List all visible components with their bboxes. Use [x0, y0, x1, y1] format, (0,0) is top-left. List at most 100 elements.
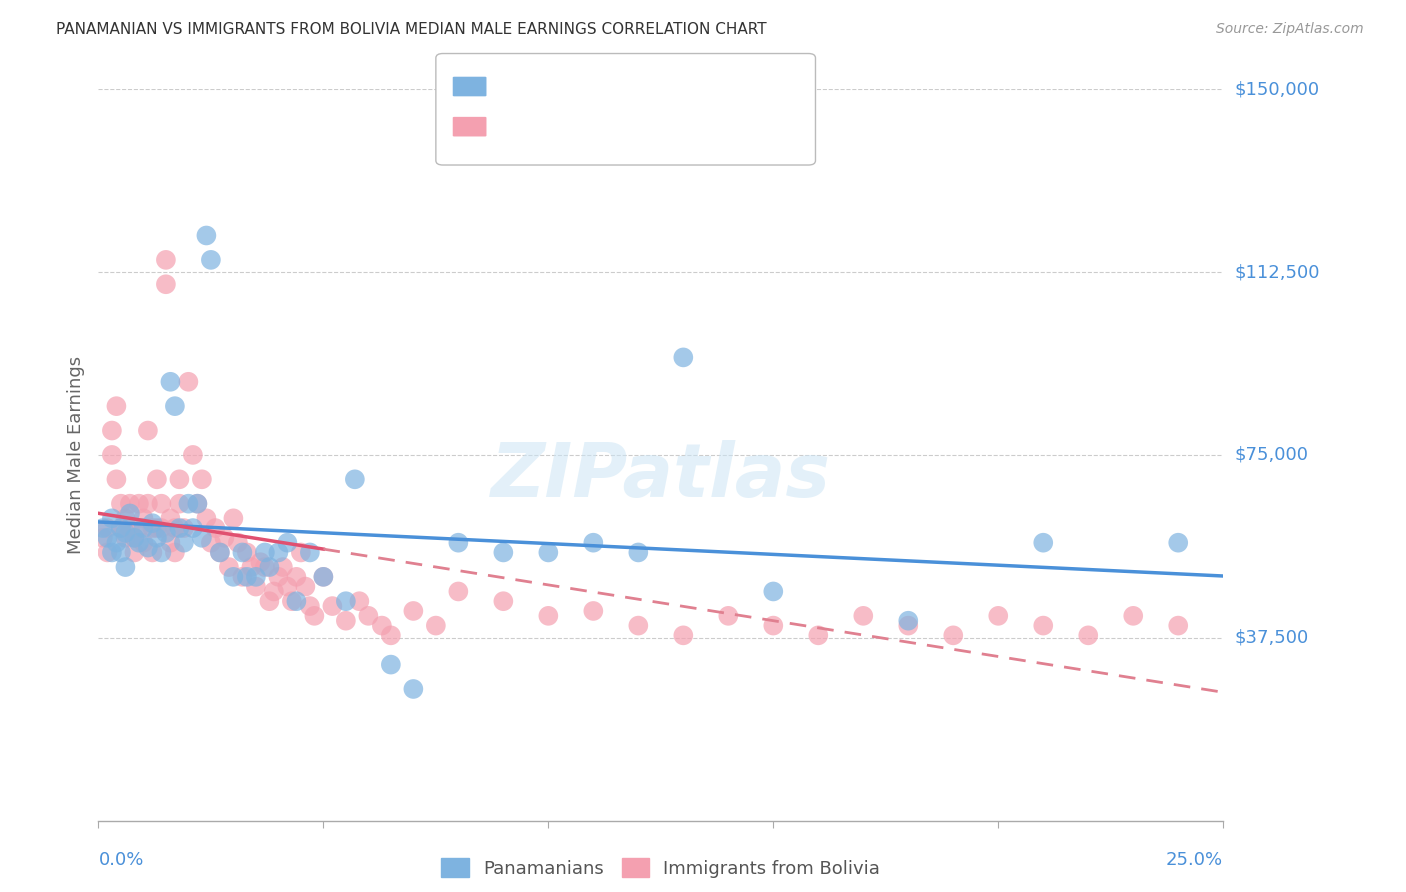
Point — [1122, 608, 1144, 623]
Point — [191, 531, 214, 545]
Point — [276, 580, 298, 594]
Point — [159, 511, 181, 525]
Point — [218, 560, 240, 574]
Point — [290, 545, 312, 559]
Point — [1077, 628, 1099, 642]
Point — [582, 604, 605, 618]
Point — [942, 628, 965, 642]
Text: N =: N = — [605, 116, 641, 134]
Point — [897, 614, 920, 628]
Point — [118, 507, 141, 521]
Point — [173, 535, 195, 549]
Point — [240, 560, 263, 574]
Point — [259, 560, 281, 574]
Text: R =: R = — [494, 76, 530, 94]
Point — [1167, 535, 1189, 549]
Point — [195, 228, 218, 243]
Point — [186, 497, 208, 511]
Point — [852, 608, 875, 623]
Point — [380, 628, 402, 642]
Text: 0.0%: 0.0% — [98, 851, 143, 869]
Text: R =: R = — [494, 116, 534, 134]
Text: N =: N = — [605, 76, 641, 94]
Point — [304, 608, 326, 623]
Point — [114, 560, 136, 574]
Point — [155, 252, 177, 267]
Point — [105, 399, 128, 413]
Text: $112,500: $112,500 — [1234, 263, 1320, 281]
Point — [321, 599, 343, 613]
Point — [128, 497, 150, 511]
Point — [101, 424, 124, 438]
Point — [163, 399, 186, 413]
Point — [1032, 535, 1054, 549]
Text: Source: ZipAtlas.com: Source: ZipAtlas.com — [1216, 22, 1364, 37]
Point — [672, 351, 695, 365]
Point — [294, 580, 316, 594]
Point — [181, 521, 204, 535]
Point — [124, 531, 146, 545]
Point — [298, 545, 321, 559]
Point — [200, 535, 222, 549]
Point — [132, 521, 155, 535]
Point — [214, 531, 236, 545]
Point — [96, 521, 118, 535]
Point — [253, 560, 276, 574]
Point — [447, 535, 470, 549]
Point — [807, 628, 830, 642]
Y-axis label: Median Male Earnings: Median Male Earnings — [66, 356, 84, 554]
Point — [101, 545, 124, 559]
Point — [267, 545, 290, 559]
Point — [208, 545, 231, 559]
Point — [155, 525, 177, 540]
Point — [298, 599, 321, 613]
Point — [132, 535, 155, 549]
Point — [312, 570, 335, 584]
Point — [150, 521, 173, 535]
Point — [118, 521, 141, 535]
Point — [114, 511, 136, 525]
Point — [155, 277, 177, 292]
Text: 0.041: 0.041 — [524, 116, 576, 134]
Point — [128, 535, 150, 549]
Point — [312, 570, 335, 584]
Point — [101, 511, 124, 525]
Point — [159, 535, 181, 549]
Point — [204, 521, 226, 535]
Point — [110, 521, 132, 535]
Point — [114, 531, 136, 545]
Point — [335, 594, 357, 608]
Point — [150, 497, 173, 511]
Point — [169, 521, 191, 535]
Point — [222, 511, 245, 525]
Point — [271, 560, 294, 574]
Point — [124, 545, 146, 559]
Point — [128, 521, 150, 535]
Point — [136, 424, 159, 438]
Point — [195, 511, 218, 525]
Point — [762, 618, 785, 632]
Point — [537, 545, 560, 559]
Point — [177, 497, 200, 511]
Point — [236, 545, 259, 559]
Point — [236, 570, 259, 584]
Point — [136, 541, 159, 555]
Point — [124, 531, 146, 545]
Text: $150,000: $150,000 — [1234, 80, 1319, 98]
Point — [136, 497, 159, 511]
Point — [96, 531, 118, 545]
Point — [245, 580, 267, 594]
Point — [200, 252, 222, 267]
Point — [105, 535, 128, 549]
Point — [91, 521, 114, 535]
Text: $37,500: $37,500 — [1234, 629, 1309, 647]
Point — [91, 531, 114, 545]
Point — [627, 618, 650, 632]
Point — [492, 545, 515, 559]
Point — [141, 545, 163, 559]
Point — [402, 604, 425, 618]
Point — [672, 628, 695, 642]
Text: ZIPatlas: ZIPatlas — [491, 441, 831, 514]
Point — [163, 521, 186, 535]
Point — [231, 545, 253, 559]
